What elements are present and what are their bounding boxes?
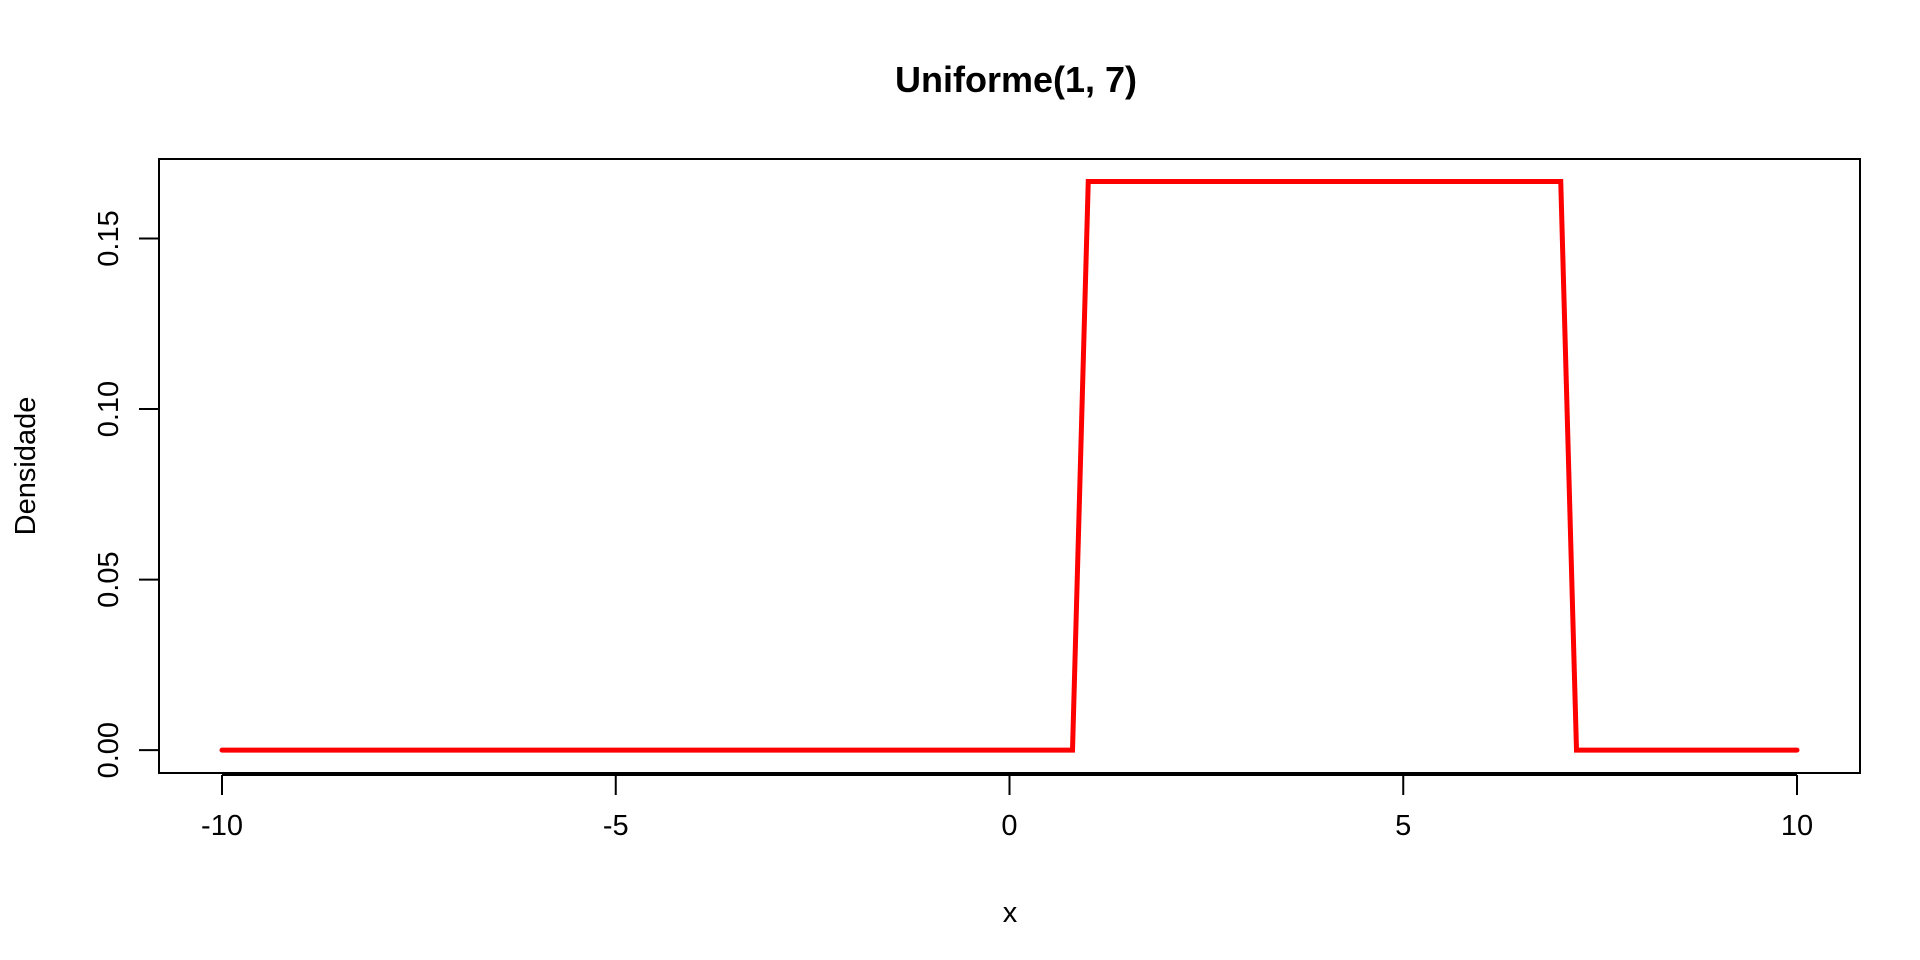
- y-tick-label: 0.05: [93, 551, 125, 607]
- x-tick-label: 10: [1781, 810, 1813, 842]
- y-axis-label: Densidade: [10, 397, 42, 536]
- x-tick-label: 0: [1001, 810, 1017, 842]
- y-tick-label: 0.15: [93, 210, 125, 266]
- x-axis: -10 -5 0 5 10: [201, 774, 1813, 842]
- y-tick-label: 0.00: [93, 722, 125, 778]
- x-axis-label: x: [1003, 897, 1018, 929]
- plot-frame: [158, 158, 1861, 774]
- x-tick-label: 5: [1395, 810, 1411, 842]
- chart-title: Uniforme(1, 7): [895, 59, 1137, 100]
- series-layer: [219, 179, 1800, 753]
- x-tick-label: -5: [603, 810, 629, 842]
- y-axis: 0.00 0.05 0.10 0.15: [93, 210, 160, 778]
- x-tick-label: -10: [201, 810, 243, 842]
- y-tick-label: 0.10: [93, 381, 125, 437]
- density-line: [219, 179, 1800, 753]
